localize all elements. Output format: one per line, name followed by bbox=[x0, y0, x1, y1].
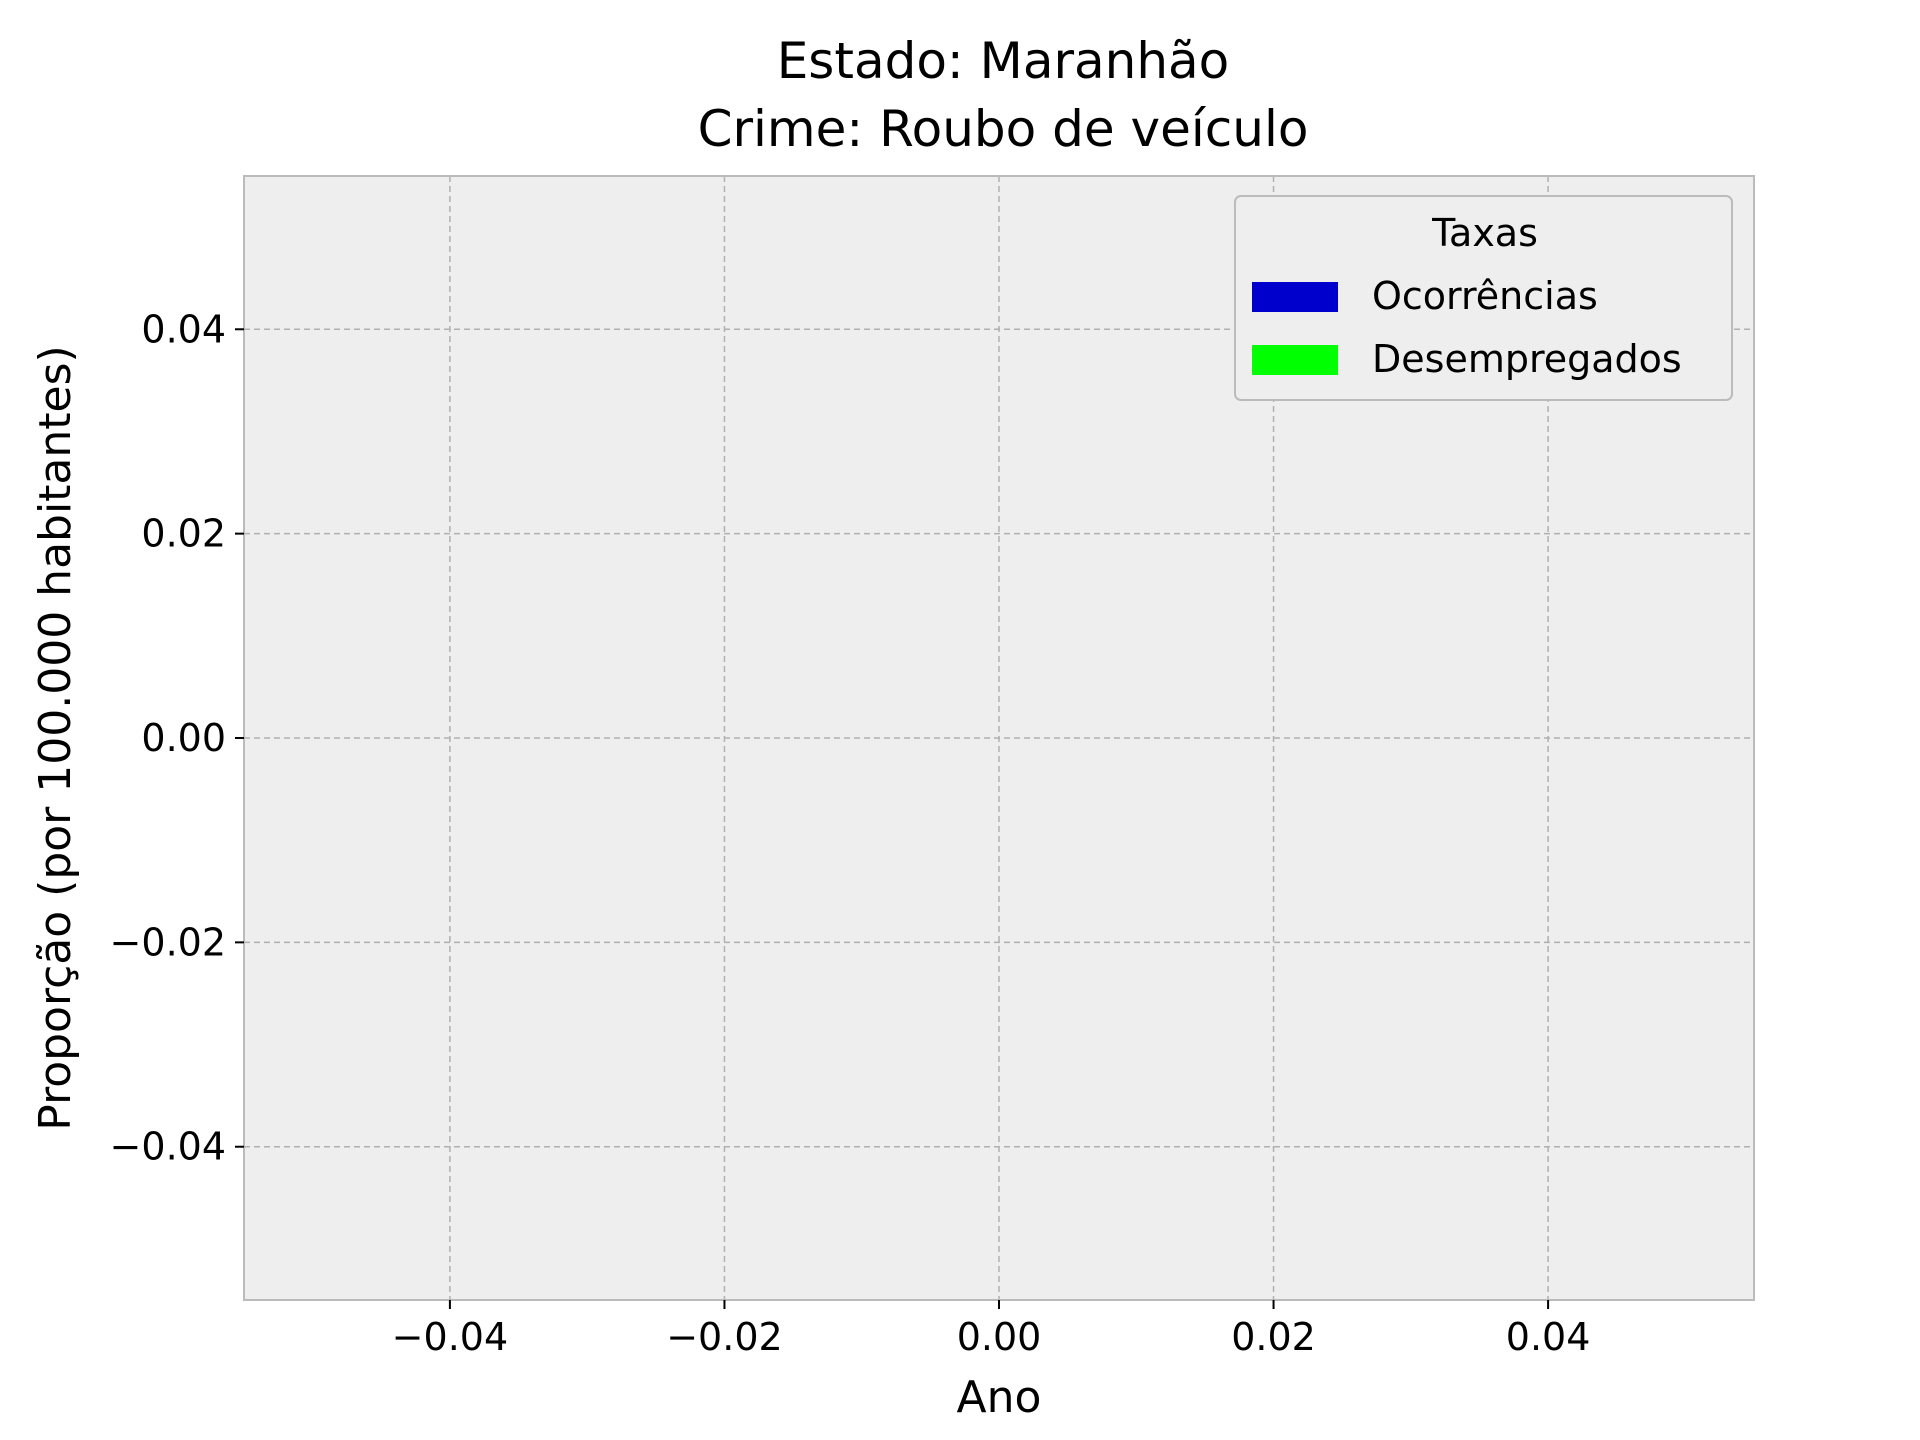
legend-label-ocorrencias: Ocorrências bbox=[1372, 274, 1598, 318]
y-tick-label: −0.04 bbox=[110, 1125, 226, 1169]
x-tick-label: 0.02 bbox=[1231, 1315, 1316, 1359]
y-axis-ticks: −0.04 −0.02 0.00 0.02 0.04 bbox=[110, 307, 244, 1169]
y-tick-label: 0.00 bbox=[141, 716, 226, 760]
legend-swatch-desempregados bbox=[1252, 345, 1338, 375]
chart-title-line-1: Estado: Maranhão bbox=[777, 32, 1230, 90]
x-tick-label: 0.04 bbox=[1506, 1315, 1591, 1359]
x-tick-label: −0.04 bbox=[392, 1315, 508, 1359]
gridlines bbox=[244, 176, 1754, 1300]
legend-title: Taxas bbox=[1431, 211, 1538, 255]
y-axis-label: Proporção (por 100.000 habitantes) bbox=[30, 345, 81, 1130]
legend-label-desempregados: Desempregados bbox=[1372, 337, 1682, 381]
x-tick-label: −0.02 bbox=[666, 1315, 782, 1359]
legend-box bbox=[1234, 195, 1733, 401]
x-tick-label: 0.00 bbox=[957, 1315, 1042, 1359]
x-axis-ticks: −0.04 −0.02 0.00 0.02 0.04 bbox=[392, 1300, 1591, 1359]
chart-title-line-2: Crime: Roubo de veículo bbox=[698, 100, 1309, 158]
y-tick-label: 0.02 bbox=[141, 512, 226, 556]
legend: Taxas Ocorrências Desempregados bbox=[1234, 195, 1733, 401]
y-tick-label: −0.02 bbox=[110, 920, 226, 964]
y-tick-label: 0.04 bbox=[141, 307, 226, 351]
legend-swatch-ocorrencias bbox=[1252, 282, 1338, 312]
x-axis-label: Ano bbox=[957, 1372, 1042, 1423]
